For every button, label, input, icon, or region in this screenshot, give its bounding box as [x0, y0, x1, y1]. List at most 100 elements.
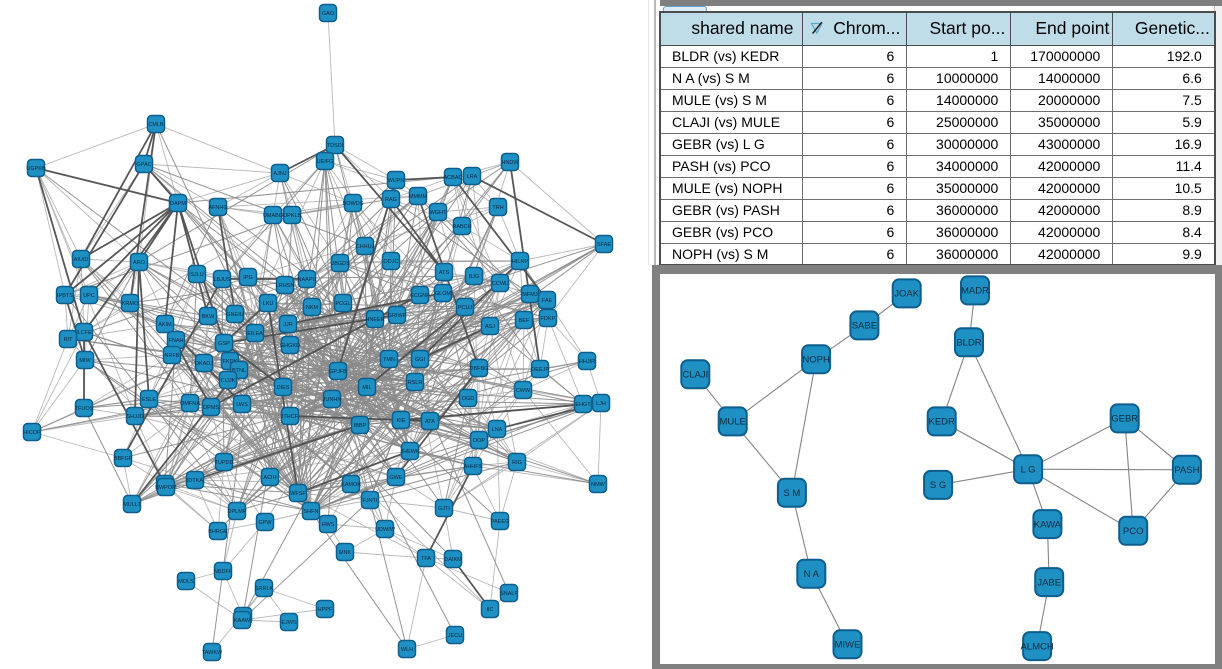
svg-text:OMFNA: OMFNA — [180, 401, 200, 407]
svg-text:AHHFS: AHHFS — [464, 464, 483, 470]
svg-text:HPPF: HPPF — [318, 607, 333, 613]
svg-text:MMMM: MMMM — [409, 194, 428, 200]
svg-text:GPAC: GPAC — [136, 162, 151, 168]
svg-text:CHHUJ: CHHUJ — [356, 244, 375, 250]
svg-text:JHEWK: JHEWK — [400, 449, 420, 455]
svg-text:ARO: ARO — [133, 260, 146, 266]
svg-text:IIC: IIC — [486, 607, 493, 613]
svg-text:JJR: JJR — [283, 322, 293, 328]
svg-text:DIES: DIES — [277, 385, 290, 391]
svg-text:NMW: NMW — [591, 482, 606, 488]
svg-text:CLAJI: CLAJI — [682, 370, 708, 381]
svg-text:WLH: WLH — [401, 647, 413, 653]
svg-text:AJNJ: AJNJ — [273, 171, 286, 177]
svg-text:SHJJD: SHJJD — [126, 414, 143, 420]
svg-text:PCO: PCO — [1123, 526, 1144, 537]
svg-text:S M: S M — [783, 488, 800, 499]
svg-text:FDKP: FDKP — [541, 316, 556, 322]
svg-text:EHGT: EHGT — [575, 402, 591, 408]
svg-text:LNA: LNA — [492, 427, 503, 433]
svg-text:EILEA: EILEA — [247, 331, 263, 337]
svg-text:ILCFE: ILCFE — [76, 330, 92, 336]
svg-text:OOP: OOP — [473, 438, 486, 444]
svg-text:RABCH: RABCH — [452, 224, 471, 230]
svg-text:HHJIR: HHJIR — [579, 359, 595, 365]
svg-text:GLOM: GLOM — [435, 291, 452, 297]
svg-text:AFNHG: AFNHG — [208, 205, 227, 211]
svg-text:WUPN: WUPN — [388, 178, 405, 184]
svg-text:JOAK: JOAK — [894, 289, 919, 300]
svg-text:N A: N A — [804, 569, 820, 580]
svg-text:RIG: RIG — [512, 460, 522, 466]
svg-text:TFUOS: TFUOS — [75, 406, 94, 412]
svg-text:ASJ: ASJ — [485, 324, 495, 330]
svg-text:BLDR: BLDR — [956, 338, 981, 349]
svg-text:TAWKW: TAWKW — [202, 650, 223, 656]
svg-text:KAWA: KAWA — [1034, 519, 1062, 530]
svg-text:ECGNP: ECGNP — [410, 293, 430, 299]
svg-text:MULLT: MULLT — [123, 502, 141, 508]
svg-text:UPC: UPC — [83, 293, 95, 299]
svg-text:IBBP: IBBP — [354, 423, 367, 429]
svg-text:PCGL: PCGL — [336, 301, 351, 307]
svg-text:BJG: BJG — [469, 274, 480, 280]
svg-text:GEBR: GEBR — [1111, 414, 1138, 425]
svg-text:S G: S G — [930, 480, 946, 491]
svg-text:CMLB: CMLB — [148, 122, 164, 128]
svg-text:UDWIW: UDWIW — [375, 527, 396, 533]
svg-text:BHRGE: BHRGE — [208, 529, 228, 535]
svg-text:AIUID: AIUID — [74, 257, 89, 263]
svg-text:JABE: JABE — [1037, 577, 1061, 588]
svg-text:DPLMP: DPLMP — [228, 509, 247, 515]
svg-text:GGI: GGI — [415, 357, 426, 363]
svg-text:IPG: IPG — [243, 275, 252, 281]
svg-text:CIJJK: CIJJK — [221, 378, 236, 384]
svg-text:GNEIU: GNEIU — [226, 312, 243, 318]
svg-text:IDTKA: IDTKA — [187, 478, 204, 484]
svg-text:SNALF: SNALF — [500, 591, 518, 597]
svg-text:UBGDS: UBGDS — [330, 261, 350, 267]
svg-text:TMN: TMN — [383, 357, 395, 363]
svg-text:KIE: KIE — [397, 418, 406, 424]
svg-text:MULE: MULE — [719, 417, 745, 428]
svg-text:MOLS: MOLS — [178, 579, 194, 585]
svg-text:NRFB: NRFB — [165, 353, 180, 359]
svg-text:ACIH: ACIH — [263, 475, 276, 481]
svg-text:PAEEG: PAEEG — [491, 519, 510, 525]
svg-text:PASH: PASH — [1174, 465, 1199, 476]
svg-text:RSLR: RSLR — [408, 380, 423, 386]
svg-text:SRRLK: SRRLK — [255, 586, 274, 592]
svg-text:HICOP: HICOP — [23, 430, 41, 436]
svg-text:BBFGF: BBFGF — [114, 456, 133, 462]
svg-text:KEDR: KEDR — [928, 417, 955, 428]
svg-text:BKW: BKW — [202, 314, 215, 320]
svg-text:WGHT: WGHT — [430, 210, 447, 216]
svg-text:UGPKB: UGPKB — [26, 166, 46, 172]
svg-text:ACBAC: ACBAC — [444, 175, 463, 181]
svg-text:SFAE: SFAE — [597, 242, 611, 248]
svg-text:DAIKM: DAIKM — [444, 557, 462, 563]
svg-text:AKIM: AKIM — [158, 322, 172, 328]
svg-text:CWW: CWW — [516, 388, 531, 394]
svg-text:MIW: MIW — [79, 358, 91, 364]
svg-text:GPW: GPW — [258, 520, 272, 526]
svg-text:EJWS: EJWS — [281, 620, 297, 626]
svg-text:SABE: SABE — [852, 321, 877, 332]
svg-text:RIT: RIT — [64, 337, 74, 343]
svg-text:OPMS: OPMS — [203, 405, 220, 411]
svg-text:LRA: LRA — [467, 174, 478, 180]
svg-text:UMABG: UMABG — [263, 213, 283, 219]
svg-text:HILNP: HILNP — [512, 259, 529, 265]
svg-text:KAMOK: KAMOK — [341, 482, 361, 488]
svg-text:ITHCF: ITHCF — [282, 414, 299, 420]
svg-text:CCWL: CCWL — [492, 281, 508, 287]
svg-text:ESLE: ESLE — [142, 397, 156, 403]
svg-text:FKDK: FKDK — [223, 359, 238, 365]
svg-text:BOWDS: BOWDS — [343, 201, 364, 207]
svg-text:UEIFG: UEIFG — [317, 159, 334, 165]
svg-text:GSP: GSP — [218, 341, 230, 347]
svg-text:OGD: OGD — [462, 396, 475, 402]
svg-text:NBDFF: NBDFF — [214, 569, 233, 575]
svg-text:SHFN: SHFN — [304, 509, 319, 515]
svg-text:FAE: FAE — [542, 298, 553, 304]
